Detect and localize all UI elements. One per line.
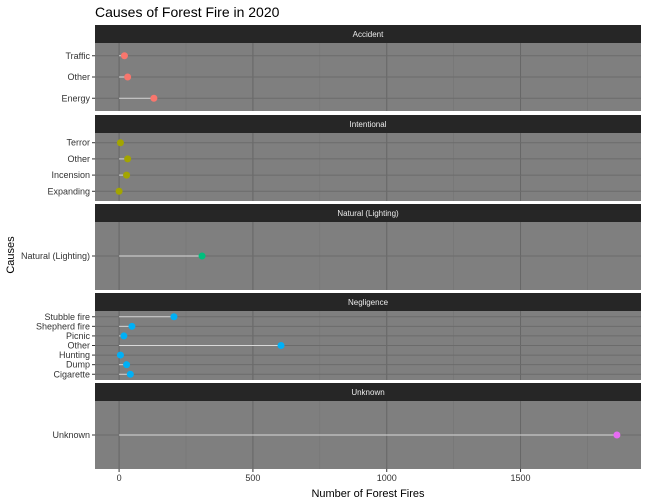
lollipop-point (124, 73, 132, 81)
x-axis: 0 500 1000 1500 (117, 469, 531, 483)
lollipop-point (277, 342, 285, 349)
lollipop-point (170, 313, 178, 321)
lollipop-point (116, 139, 124, 147)
x-tick-label: 1500 (511, 473, 531, 483)
strip-label: Negligence (348, 298, 389, 307)
strip-label: Intentional (350, 120, 387, 129)
panel-intentional: Intentional Terror Other Incension Expanding (47, 115, 641, 201)
y-tick-label: Energy (61, 93, 90, 103)
y-tick-label: Dump (66, 360, 90, 370)
strip-background (95, 383, 641, 401)
strip-label: Accident (353, 30, 384, 39)
panel-accident: Accident Traffic Other Energy (61, 25, 641, 111)
strip-background (95, 115, 641, 133)
y-tick-label: Other (67, 72, 90, 82)
strip-background (95, 25, 641, 43)
y-tick-label: Incension (51, 170, 90, 180)
y-tick-label: Traffic (65, 51, 90, 61)
y-tick-label: Other (67, 341, 90, 351)
strip-background (95, 204, 641, 222)
panel-unknown: Unknown Unknown (52, 383, 641, 469)
y-tick-label: Cigarette (53, 369, 90, 379)
lollipop-point (115, 187, 123, 195)
panel-natural-lighting: Natural (Lighting) Natural (Lighting) (21, 204, 641, 290)
x-axis-title: Number of Forest Fires (311, 488, 425, 500)
lollipop-point (198, 252, 206, 260)
chart-title: Causes of Forest Fire in 2020 (95, 4, 280, 20)
y-tick-label: Expanding (47, 186, 90, 196)
y-tick-label: Hunting (59, 350, 90, 360)
lollipop-point (116, 351, 124, 359)
lollipop-point (123, 171, 131, 179)
lollipop-point (613, 431, 621, 439)
strip-label: Unknown (351, 388, 384, 397)
y-axis-title: Causes (5, 236, 17, 274)
x-tick-label: 1000 (377, 473, 397, 483)
y-tick-label: Picnic (66, 331, 91, 341)
x-tick-label: 500 (245, 473, 260, 483)
y-tick-label: Other (67, 154, 90, 164)
lollipop-point (128, 322, 136, 330)
lollipop-point (124, 155, 132, 163)
y-tick-label: Natural (Lighting) (21, 251, 90, 261)
strip-label: Natural (Lighting) (337, 209, 399, 218)
y-tick-label: Shepherd fire (36, 321, 90, 331)
x-tick-label: 0 (117, 473, 122, 483)
y-tick-label: Unknown (52, 430, 90, 440)
y-tick-label: Stubble fire (44, 312, 90, 322)
lollipop-point (126, 370, 134, 378)
lollipop-point (150, 94, 158, 102)
lollipop-point (120, 332, 128, 340)
lollipop-point (123, 361, 131, 369)
strip-background (95, 293, 641, 311)
y-tick-label: Terror (66, 138, 90, 148)
lollipop-point (120, 52, 128, 60)
facet-panels: Accident Traffic Other Energy Intentional Ter… (21, 25, 641, 469)
